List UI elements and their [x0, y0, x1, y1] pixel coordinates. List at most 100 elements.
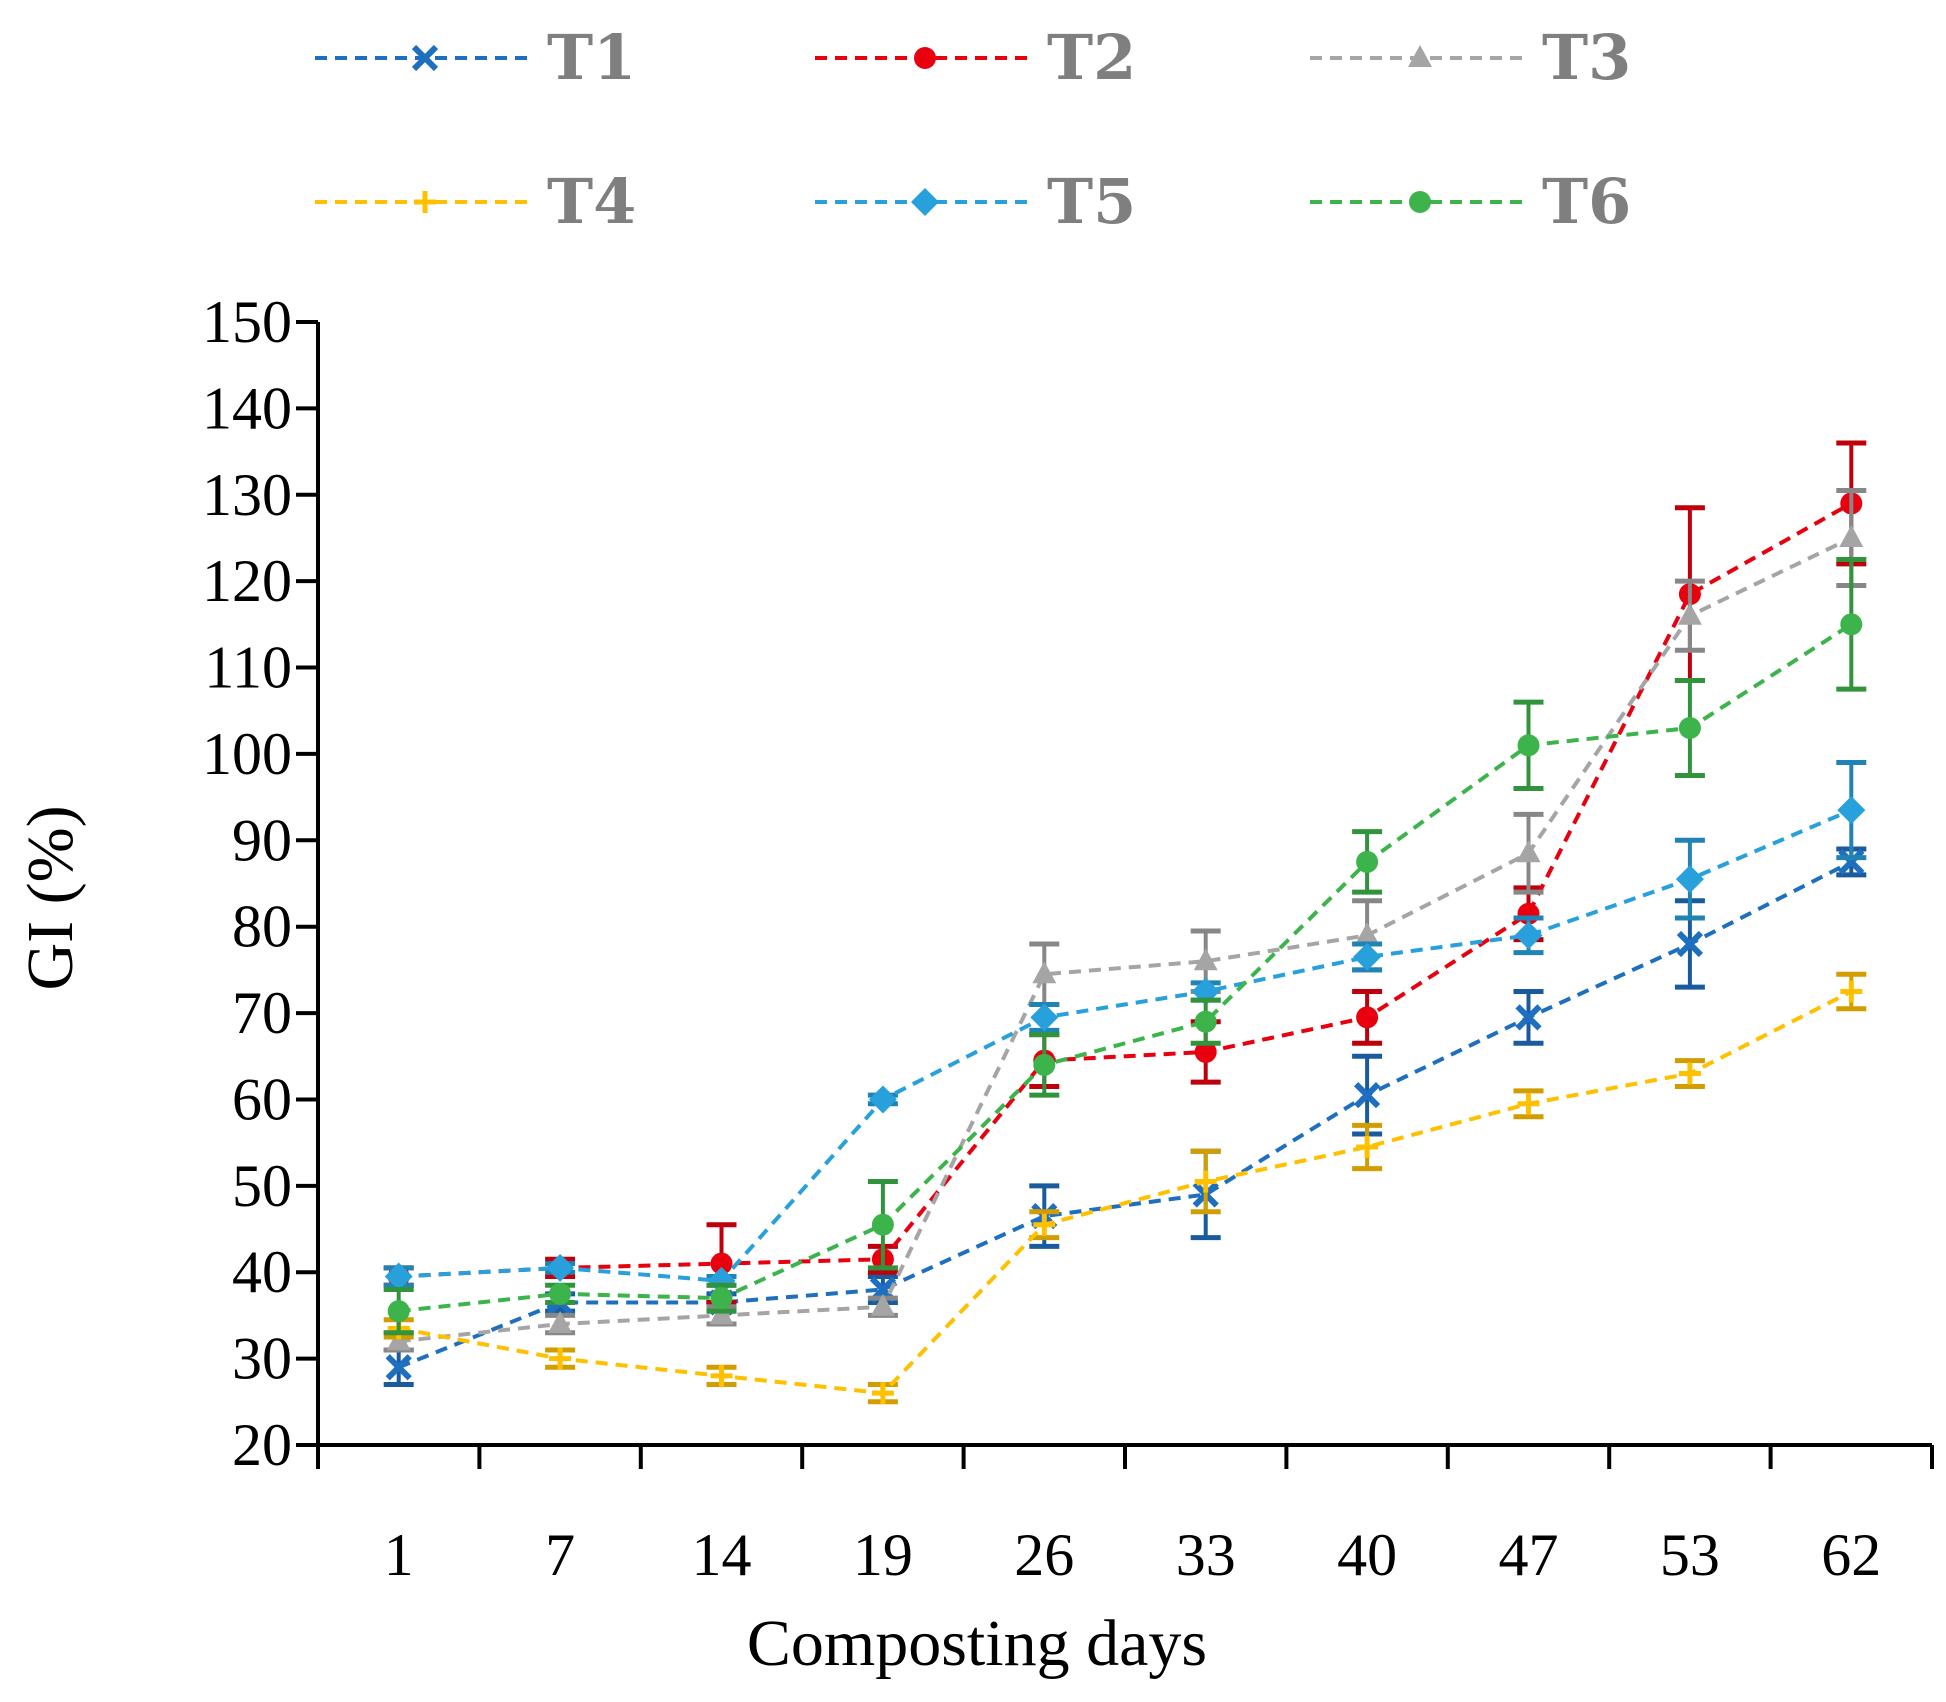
y-tick-label: 90 [232, 807, 292, 873]
legend-label: T5 [1047, 165, 1136, 238]
legend-marker [1409, 191, 1431, 213]
data-point [1033, 1213, 1056, 1236]
legend-item-t4: T4 [315, 165, 636, 238]
data-point [1194, 1010, 1217, 1033]
data-point [1517, 1092, 1540, 1115]
data-point [1353, 1082, 1381, 1109]
data-point [710, 1287, 733, 1310]
data-point [1677, 602, 1702, 625]
data-point [1194, 1170, 1217, 1193]
x-tick-label: 14 [692, 1522, 752, 1588]
legend-label: T1 [547, 21, 636, 94]
series-line [398, 536, 1853, 1344]
data-point [1033, 1053, 1056, 1076]
data-point [1517, 734, 1540, 757]
data-point [1356, 1135, 1379, 1158]
data-point [1678, 717, 1701, 740]
data-point [1676, 930, 1704, 958]
marker-stroke [1515, 1004, 1542, 1031]
data-point [385, 1354, 412, 1381]
y-tick-label: 110 [204, 635, 292, 701]
series-line [398, 808, 1853, 1283]
data-point [549, 1282, 572, 1305]
data-point [1516, 840, 1541, 863]
data-point [1678, 1062, 1701, 1085]
data-point [1840, 980, 1863, 1003]
data-point [1355, 922, 1380, 945]
y-tick-label: 120 [202, 548, 292, 614]
data-point [548, 1311, 573, 1334]
series-layer [383, 440, 1867, 1405]
data-point [1356, 850, 1379, 873]
data-point [549, 1347, 572, 1370]
x-tick-label: 47 [1499, 1522, 1559, 1588]
y-tick-label: 20 [232, 1412, 292, 1478]
marker-stroke [1838, 848, 1865, 876]
y-tick-label: 140 [202, 375, 292, 441]
series-line [398, 501, 1853, 1279]
data-point [546, 1253, 575, 1282]
x-tick-label: 62 [1821, 1522, 1881, 1588]
y-tick-label: 130 [202, 462, 292, 528]
data-point [1515, 1004, 1542, 1031]
y-tick-label: 40 [232, 1239, 292, 1305]
series-t6 [383, 557, 1867, 1336]
data-point [384, 1262, 413, 1291]
legend-marker [414, 191, 436, 213]
data-point [868, 1085, 897, 1114]
series-line [398, 989, 1853, 1396]
legend-label: T2 [1047, 21, 1136, 94]
marker-stroke [1353, 1082, 1381, 1109]
series-t5 [383, 760, 1867, 1295]
x-tick-label: 19 [853, 1522, 913, 1588]
data-point [1030, 1003, 1059, 1032]
y-tick-label: 150 [202, 289, 292, 355]
x-tick-label: 53 [1660, 1522, 1720, 1588]
x-tick-label: 7 [545, 1522, 575, 1588]
data-point [1356, 1006, 1379, 1029]
y-tick-label: 80 [232, 894, 292, 960]
data-point [1032, 961, 1057, 984]
data-point [1675, 865, 1704, 894]
legend-item-t3: T3 [1310, 21, 1631, 94]
marker-stroke [411, 44, 439, 72]
y-tick-label: 100 [202, 721, 292, 787]
legend-item-t6: T6 [1310, 165, 1631, 238]
data-point [1838, 848, 1865, 876]
data-point [387, 1300, 410, 1323]
legend-marker [914, 47, 936, 69]
data-point [870, 1293, 895, 1316]
y-tick-label: 30 [232, 1326, 292, 1392]
legend-marker [1408, 45, 1432, 67]
data-point [710, 1364, 733, 1387]
data-point [1194, 1040, 1217, 1063]
legend-marker [411, 44, 439, 72]
y-axis-ticks: 20 30 40 50 60 70 80 90 100 110 120 130 140 150 [202, 289, 318, 1478]
legend-label: T6 [1542, 165, 1631, 238]
legend-item-t1: T1 [315, 21, 636, 94]
legend-label: T4 [547, 165, 636, 238]
legend: T1 T2 T3 T4 T5 T6 [315, 21, 1631, 238]
x-axis-ticks: 1 7 14 19 26 33 40 47 53 62 [316, 1445, 1934, 1588]
data-point [1514, 921, 1543, 950]
y-tick-label: 50 [232, 1153, 292, 1219]
data-point [1193, 948, 1218, 971]
legend-label: T3 [1542, 21, 1631, 94]
data-point [1837, 796, 1866, 825]
y-tick-label: 70 [232, 980, 292, 1046]
data-point [1353, 942, 1382, 971]
y-tick-label: 60 [232, 1066, 292, 1132]
data-point [710, 1252, 733, 1275]
data-point [871, 1382, 894, 1405]
x-tick-label: 33 [1176, 1522, 1236, 1588]
x-tick-label: 40 [1337, 1522, 1397, 1588]
data-point [871, 1213, 894, 1236]
legend-marker [911, 188, 939, 216]
legend-item-t5: T5 [815, 165, 1136, 238]
data-point [707, 1266, 736, 1295]
x-axis-title: Composting days [747, 1607, 1207, 1680]
marker-stroke [1676, 930, 1704, 958]
x-tick-label: 26 [1014, 1522, 1074, 1588]
